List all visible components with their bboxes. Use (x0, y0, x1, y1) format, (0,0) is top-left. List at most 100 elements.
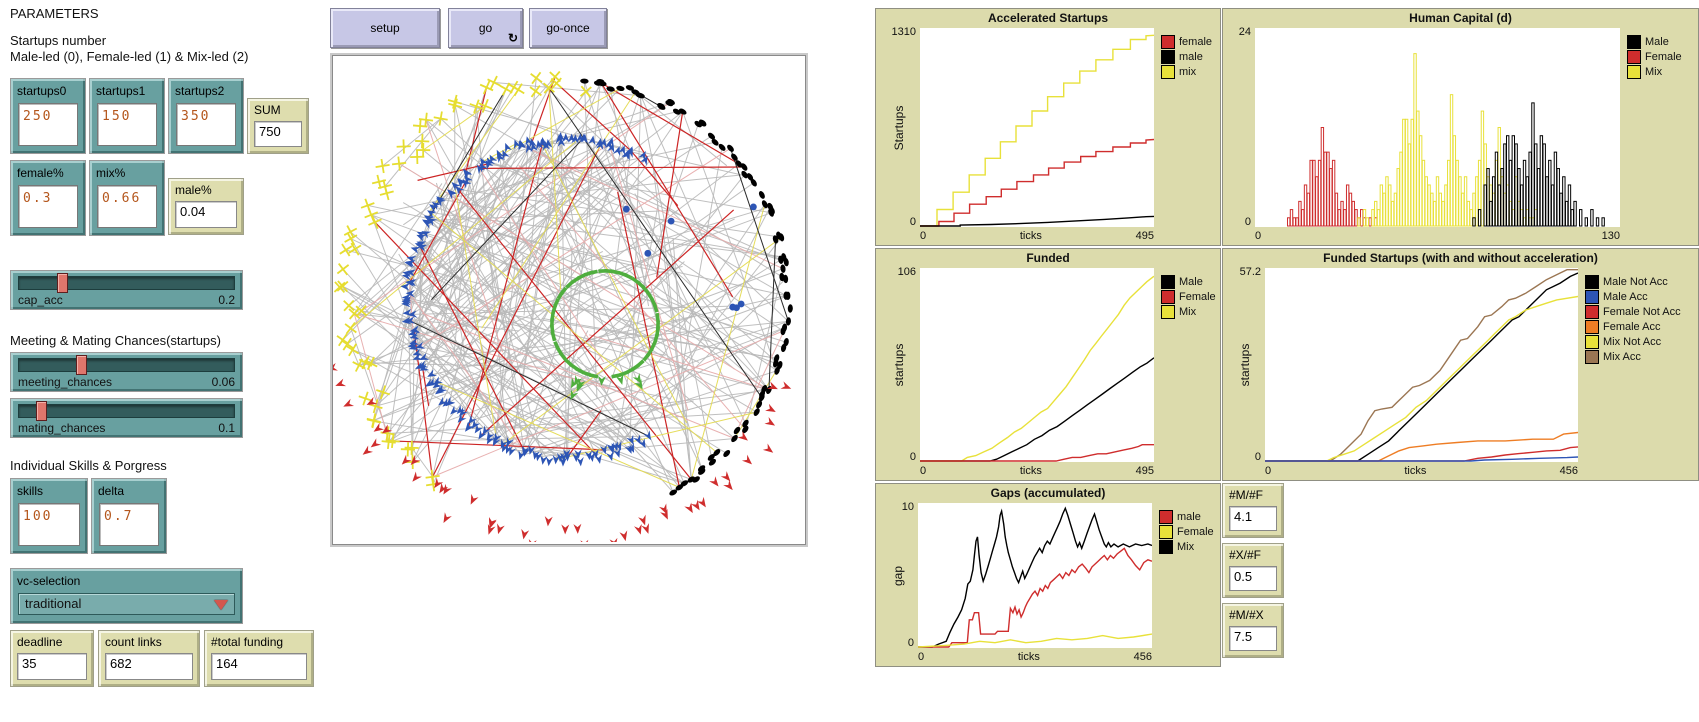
legend-item: female (1161, 35, 1218, 49)
plot-title: Gaps (accumulated) (990, 486, 1106, 500)
input-value-box[interactable]: 0.3 (18, 185, 78, 228)
legend-item: Mix (1627, 65, 1696, 79)
monitor-label: count links (105, 635, 162, 649)
input-delta[interactable]: delta 0.7 (91, 478, 167, 554)
slider-thumb[interactable] (57, 273, 68, 293)
chooser-label: vc-selection (17, 574, 81, 588)
slider-meeting-chances[interactable]: meeting_chances 0.06 (10, 352, 243, 392)
input-value: 150 (102, 109, 132, 124)
input-value-box[interactable]: 350 (176, 103, 236, 146)
plot-area (918, 503, 1152, 648)
plot-legend: Male Not Acc Male Acc Female Not Acc Female… (1578, 266, 1696, 464)
x-max-label: 456 (1133, 651, 1152, 663)
monitor-m-per-x: #M/#X 7.5 (1222, 603, 1284, 658)
input-startups2[interactable]: startups2 350 (168, 78, 244, 154)
legend-label: Female Not Acc (1603, 306, 1681, 318)
input-value: 0.3 (23, 191, 53, 206)
input-value: 350 (181, 109, 211, 124)
legend-swatch (1159, 540, 1173, 554)
setup-button-label: setup (370, 21, 400, 35)
legend-label: Female Acc (1603, 321, 1661, 333)
legend-item: male (1161, 50, 1218, 64)
legend-label: Mix (1179, 306, 1197, 318)
input-label: skills (17, 484, 43, 498)
slider-label: mating_chances (18, 421, 106, 435)
y-axis-label: Startups (892, 105, 906, 150)
monitor-label: #M/#F (1229, 488, 1264, 502)
legend-label: Male Acc (1603, 291, 1648, 303)
input-value-box[interactable]: 0.7 (99, 503, 159, 546)
x-max-label: 456 (1559, 465, 1578, 477)
legend-item: Male Not Acc (1585, 275, 1696, 289)
monitor-label: #X/#F (1229, 548, 1262, 562)
slider-track[interactable] (18, 355, 235, 375)
vc-selection-dropdown[interactable]: traditional (18, 593, 235, 615)
input-mix-pct[interactable]: mix% 0.66 (89, 160, 165, 236)
input-value: 100 (23, 509, 53, 524)
plot-legend: Male Female Mix (1154, 266, 1218, 464)
legend-item: male (1159, 510, 1218, 524)
input-female-pct[interactable]: female% 0.3 (10, 160, 86, 236)
plot-area (920, 268, 1154, 462)
monitor-value-text: 0.04 (180, 204, 206, 219)
y-max-label: 106 (897, 266, 916, 278)
input-startups0[interactable]: startups0 250 (10, 78, 86, 154)
x-max-label: 130 (1601, 230, 1620, 242)
plot-gaps-accumulated: Gaps (accumulated) 10 gap 0 male Female Mi… (875, 483, 1221, 667)
chooser-vc-selection[interactable]: vc-selection traditional (10, 568, 243, 624)
monitor-label: SUM (254, 103, 281, 117)
input-value: 250 (23, 109, 53, 124)
monitor-value-text: 682 (110, 656, 132, 671)
slider-label: cap_acc (18, 293, 63, 307)
monitor-value: 164 (211, 653, 307, 680)
input-value-box[interactable]: 150 (97, 103, 157, 146)
plot-human-capital: Human Capital (d) 24 0 Male Female Mix 0 1… (1222, 8, 1699, 246)
y-axis-label: gap (891, 565, 905, 586)
legend-swatch (1585, 275, 1599, 289)
monitor-m-per-f: #M/#F 4.1 (1222, 483, 1284, 538)
monitor-value-text: 4.1 (1234, 509, 1253, 524)
go-once-button[interactable]: go-once (529, 8, 607, 48)
input-value: 0.66 (102, 191, 142, 206)
legend-swatch (1161, 65, 1175, 79)
input-value-box[interactable]: 100 (18, 503, 80, 546)
input-value-box[interactable]: 0.66 (97, 185, 157, 228)
monitor-value: 750 (254, 121, 302, 147)
legend-swatch (1627, 50, 1641, 64)
monitor-deadline: deadline 35 (10, 630, 94, 687)
legend-item: Female (1159, 525, 1218, 539)
forever-icon: ↻ (507, 31, 518, 45)
setup-button[interactable]: setup (330, 8, 440, 48)
input-skills[interactable]: skills 100 (10, 478, 88, 554)
legend-item: Female (1161, 290, 1218, 304)
y-min-label: 0 (1244, 216, 1251, 228)
meeting-section-heading: Meeting & Mating Chances(startups) (10, 333, 221, 348)
input-value-box[interactable]: 250 (18, 103, 78, 146)
x-axis-label: ticks (1019, 230, 1042, 242)
monitor-value: 0.04 (175, 201, 237, 228)
slider-track[interactable] (18, 401, 235, 421)
slider-value: 0.06 (211, 375, 235, 389)
slider-track[interactable] (18, 273, 235, 293)
monitor-label: male% (175, 183, 212, 197)
slider-thumb[interactable] (35, 401, 47, 421)
input-startups1[interactable]: startups1 150 (89, 78, 165, 154)
slider-value: 0.2 (218, 293, 235, 307)
legend-item: Mix (1159, 540, 1218, 554)
legend-swatch (1161, 290, 1175, 304)
legend-item: Mix Acc (1585, 350, 1696, 364)
input-label: startups1 (96, 84, 146, 98)
input-label: startups0 (17, 84, 67, 98)
go-button[interactable]: go ↻ (448, 8, 523, 48)
monitor-label: #total funding (211, 635, 284, 649)
chooser-value: traditional (25, 596, 82, 611)
slider-mating-chances[interactable]: mating_chances 0.1 (10, 398, 243, 438)
legend-item: mix (1161, 65, 1218, 79)
y-min-label: 0 (1254, 451, 1261, 463)
slider-cap-acc[interactable]: cap_acc 0.2 (10, 270, 243, 310)
x-min-label: 0 (918, 651, 925, 663)
slider-thumb[interactable] (76, 355, 88, 375)
legend-swatch (1159, 525, 1173, 539)
slider-value: 0.1 (218, 421, 235, 435)
monitor-label: deadline (17, 635, 63, 649)
